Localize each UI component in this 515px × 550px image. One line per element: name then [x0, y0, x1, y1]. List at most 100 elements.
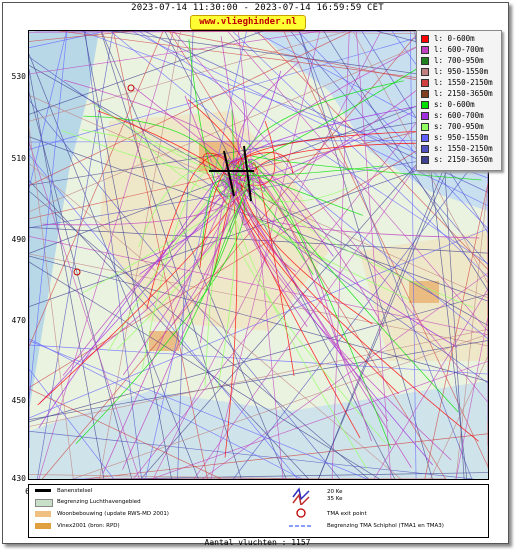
- flight-track: [29, 328, 488, 427]
- flight-track: [221, 178, 412, 468]
- flight-track: [209, 176, 253, 287]
- flight-track: [227, 165, 384, 177]
- flight-track: [424, 183, 488, 479]
- footer-label: Woonbebouwing (update RWS-MD 2001): [57, 511, 169, 517]
- flight-track: [29, 31, 68, 402]
- flight-track: [231, 34, 473, 166]
- legend-swatch: [421, 100, 429, 109]
- flight-track: [177, 31, 194, 479]
- flight-track: [290, 31, 488, 266]
- legend-item: s: 700-950m: [417, 121, 501, 132]
- time-range-header: 2023-07-14 11:30:00 - 2023-07-14 16:59:5…: [131, 3, 384, 13]
- y-tick-label: 490: [11, 235, 26, 244]
- legend-swatch: [421, 34, 429, 43]
- flight-track: [283, 31, 488, 467]
- y-tick-label: 510: [11, 154, 26, 163]
- flight-track: [238, 80, 404, 192]
- flight-track: [226, 161, 266, 192]
- y-tick-label: 450: [11, 396, 26, 405]
- legend-item: s: 600-700m: [417, 110, 501, 121]
- flight-track: [201, 272, 488, 479]
- flight-track: [164, 31, 396, 479]
- flight-track: [29, 31, 164, 347]
- flight-track: [75, 187, 245, 444]
- housing-swatch: [35, 511, 51, 517]
- vinex-swatch: [35, 523, 51, 529]
- legend-swatch: [421, 144, 429, 153]
- flight-track: [188, 39, 239, 198]
- map-key-footer: Banenstelsel Begrenzing Luchthavengebied…: [28, 484, 489, 538]
- flight-track: [29, 236, 488, 336]
- flight-count: Aantal vluchten : 1157: [204, 538, 311, 547]
- flight-track: [155, 157, 238, 266]
- flight-track: [138, 31, 488, 265]
- footer-label: Banenstelsel: [57, 488, 93, 494]
- altitude-legend: l: 0-600m l: 600-700m l: 700-950m l: 950-15…: [416, 30, 502, 171]
- flight-track: [297, 31, 488, 229]
- flight-track: [29, 228, 488, 419]
- flight-track: [239, 164, 342, 355]
- legend-item: l: 0-600m: [417, 33, 501, 44]
- legend-item: s: 1550-2150m: [417, 143, 501, 154]
- flight-track: [210, 31, 321, 479]
- flight-track: [356, 31, 392, 479]
- flight-track: [29, 388, 222, 479]
- legend-label: s: 700-950m: [434, 122, 484, 131]
- flight-track: [29, 340, 488, 420]
- legend-label: l: 0-600m: [434, 34, 475, 43]
- flight-track: [331, 31, 350, 479]
- flight-track: [29, 163, 402, 479]
- site-badge[interactable]: www.vlieghinder.nl: [190, 15, 306, 30]
- flight-track: [409, 31, 417, 479]
- flight-track: [42, 31, 420, 479]
- urban-area-3: [409, 281, 439, 303]
- tma-exit-point-2: [73, 268, 81, 276]
- footer-label: Begrenzing Luchthavengebied: [57, 499, 141, 505]
- legend-label: l: 950-1550m: [434, 67, 489, 76]
- legend-item: s: 0-600m: [417, 99, 501, 110]
- legend-item: l: 600-700m: [417, 44, 501, 55]
- legend-item: s: 2150-3650m: [417, 154, 501, 165]
- flight-track: [228, 70, 282, 163]
- legend-item: l: 950-1550m: [417, 66, 501, 77]
- flight-track: [29, 474, 321, 479]
- flight-track: [455, 316, 488, 479]
- flight-track: [29, 31, 134, 42]
- legend-label: l: 600-700m: [434, 45, 484, 54]
- flight-track: [102, 179, 236, 474]
- legend-label: l: 700-950m: [434, 56, 484, 65]
- legend-item: l: 1550-2150m: [417, 77, 501, 88]
- footer-label: 20 Ke: [327, 489, 343, 495]
- y-tick-label: 470: [11, 316, 26, 325]
- flight-track: [232, 130, 431, 177]
- footer-label: Begrenzing TMA Schiphol (TMA1 en TMA3): [327, 523, 444, 529]
- legend-swatch: [421, 56, 429, 65]
- flight-track: [29, 340, 368, 479]
- legend-item: l: 700-950m: [417, 55, 501, 66]
- footer-label: Vinex2001 (bron: RPD): [57, 523, 120, 529]
- flight-track: [83, 31, 172, 479]
- flight-track: [179, 174, 248, 346]
- runway-system: [209, 145, 254, 202]
- flight-track: [204, 193, 231, 387]
- flight-track: [100, 31, 242, 479]
- flight-track: [232, 144, 488, 479]
- flight-track: [29, 253, 488, 347]
- flight-track: [29, 261, 380, 479]
- footer-label: 35 Ke: [327, 496, 343, 502]
- flight-track: [238, 174, 372, 442]
- noise-contour-icon: [292, 487, 310, 505]
- legend-swatch: [421, 78, 429, 87]
- flight-track: [29, 31, 454, 213]
- legend-label: s: 0-600m: [434, 100, 475, 109]
- legend-swatch: [421, 89, 429, 98]
- flight-track: [29, 126, 74, 479]
- flight-track: [29, 344, 488, 375]
- flight-track: [251, 155, 482, 181]
- flight-track: [146, 155, 231, 309]
- flight-track: [323, 31, 488, 291]
- y-tick-label: 430: [11, 474, 26, 483]
- flight-track: [199, 172, 229, 344]
- flight-track: [237, 185, 480, 239]
- flight-track: [36, 31, 114, 479]
